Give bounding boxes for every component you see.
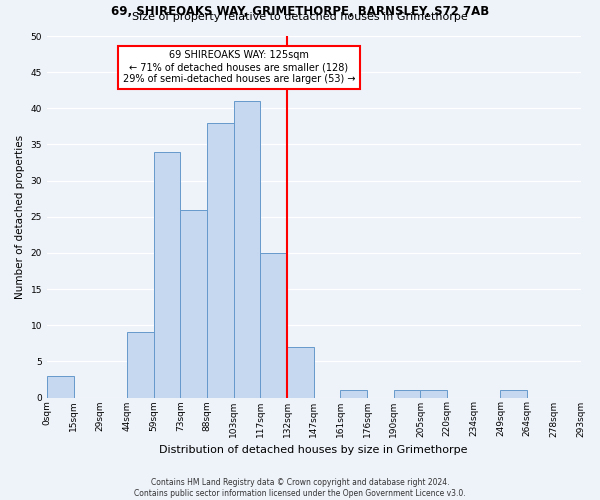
Bar [181, 210, 207, 398]
Bar [421, 390, 447, 398]
Bar [47, 376, 74, 398]
Bar [340, 390, 367, 398]
Bar [287, 347, 314, 398]
Bar [233, 101, 260, 398]
Bar [207, 123, 233, 398]
Bar [154, 152, 181, 398]
Text: Contains HM Land Registry data © Crown copyright and database right 2024.
Contai: Contains HM Land Registry data © Crown c… [134, 478, 466, 498]
Bar [500, 390, 527, 398]
X-axis label: Distribution of detached houses by size in Grimethorpe: Distribution of detached houses by size … [160, 445, 468, 455]
Bar [260, 253, 287, 398]
Bar [394, 390, 421, 398]
Text: 69, SHIREOAKS WAY, GRIMETHORPE, BARNSLEY, S72 7AB: 69, SHIREOAKS WAY, GRIMETHORPE, BARNSLEY… [111, 5, 489, 18]
Text: Size of property relative to detached houses in Grimethorpe: Size of property relative to detached ho… [132, 12, 468, 22]
Text: 69 SHIREOAKS WAY: 125sqm
← 71% of detached houses are smaller (128)
29% of semi-: 69 SHIREOAKS WAY: 125sqm ← 71% of detach… [123, 50, 355, 84]
Bar [127, 332, 154, 398]
Y-axis label: Number of detached properties: Number of detached properties [15, 134, 25, 299]
